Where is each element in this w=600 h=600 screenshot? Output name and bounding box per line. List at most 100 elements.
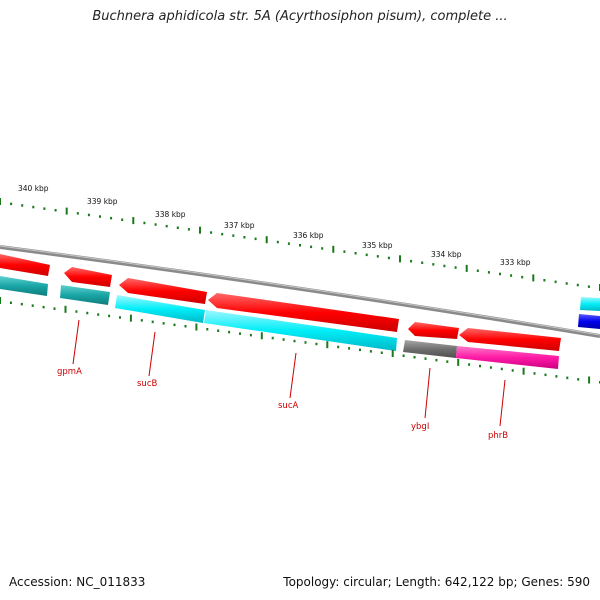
upper-ruler-minor-tick — [121, 218, 124, 221]
genome-summary: Topology: circular; Length: 642,122 bp; … — [283, 575, 590, 589]
ruler-label-339kbp: 339 kbp — [87, 197, 118, 206]
lower-ruler-minor-tick — [479, 364, 481, 368]
genome-backbone — [0, 245, 600, 338]
upper-ruler-minor-tick — [10, 202, 13, 206]
ruler-label-338kbp: 338 kbp — [155, 210, 186, 219]
upper-ruler-minor-tick — [21, 204, 24, 207]
lower-ruler-minor-tick — [228, 330, 231, 334]
gene-label-sucA[interactable]: sucA — [278, 401, 298, 411]
upper-ruler-minor-tick — [521, 275, 524, 279]
gene-label-gpmA[interactable]: gpmA — [57, 367, 82, 377]
lower-ruler-minor-tick — [271, 336, 274, 340]
lower-ruler-minor-tick — [217, 329, 220, 332]
feature-teal-0[interactable] — [0, 276, 48, 296]
lower-ruler-minor-tick — [511, 369, 514, 372]
feature-gray-0[interactable] — [403, 340, 457, 358]
lower-ruler-minor-tick — [86, 311, 89, 315]
lower-ruler-minor-tick — [424, 357, 427, 360]
lower-ruler-minor-tick — [315, 342, 318, 346]
lower-ruler-minor-tick — [293, 339, 296, 343]
upper-ruler-minor-tick — [299, 244, 301, 247]
upper-ruler-minor-tick — [221, 232, 224, 236]
map-title: Buchnera aphidicola str. 5A (Acyrthosiph… — [92, 9, 508, 24]
lower-ruler-major-tick — [457, 358, 460, 366]
lower-ruler-minor-tick — [413, 356, 416, 359]
upper-ruler-minor-tick — [454, 266, 457, 269]
gene-label-sucB[interactable]: sucB — [137, 379, 157, 389]
upper-ruler-minor-tick — [110, 216, 113, 220]
lower-ruler-minor-tick — [9, 301, 12, 304]
upper-ruler-major-tick — [0, 198, 1, 205]
gene-leader-sucA — [289, 352, 297, 399]
gene-label-phrB[interactable]: phrB — [488, 431, 508, 441]
upper-ruler-minor-tick — [343, 250, 346, 253]
ruler-label-337kbp: 337 kbp — [224, 221, 255, 230]
lower-ruler-minor-tick — [348, 347, 351, 350]
lower-ruler-major-tick — [260, 332, 263, 340]
lower-ruler-minor-tick — [566, 376, 569, 380]
feature-blue-0[interactable] — [578, 314, 600, 329]
lower-ruler-major-tick — [391, 350, 394, 357]
lower-ruler-track — [0, 297, 600, 384]
lower-ruler-minor-tick — [500, 367, 503, 371]
upper-ruler-minor-tick — [487, 271, 490, 274]
feature-cyan-0[interactable] — [115, 295, 205, 323]
ruler-label-334kbp: 334 kbp — [431, 250, 462, 259]
gene-feature-red-3[interactable] — [208, 293, 399, 332]
gene-feature-red-5[interactable] — [459, 328, 561, 351]
upper-ruler-minor-tick — [154, 223, 157, 226]
gene-leader-ybgI — [424, 367, 431, 419]
ruler-label-340kbp: 340 kbp — [18, 184, 49, 193]
upper-ruler-minor-tick — [176, 226, 179, 229]
upper-ruler-minor-tick — [76, 212, 79, 215]
upper-ruler-minor-tick — [210, 231, 213, 234]
gene-feature-red-0[interactable] — [0, 254, 50, 276]
gene-leader-phrB — [499, 379, 506, 427]
gene-label-ybgI[interactable]: ybgI — [411, 422, 429, 432]
lower-ruler-minor-tick — [97, 313, 100, 316]
upper-ruler-minor-tick — [54, 209, 57, 212]
lower-ruler-minor-tick — [184, 325, 187, 328]
lower-ruler-minor-tick — [577, 378, 580, 381]
upper-ruler-major-tick — [265, 236, 268, 244]
upper-ruler-minor-tick — [187, 228, 190, 231]
upper-ruler-major-tick — [332, 245, 335, 253]
upper-ruler-major-tick — [199, 226, 201, 234]
upper-ruler-minor-tick — [543, 279, 546, 282]
upper-ruler-major-tick — [465, 264, 468, 272]
upper-ruler-minor-tick — [432, 263, 435, 266]
upper-ruler-minor-tick — [165, 224, 168, 228]
upper-ruler-minor-tick — [99, 215, 101, 218]
feature-magenta-0[interactable] — [456, 346, 559, 369]
upper-ruler-minor-tick — [43, 207, 46, 210]
lower-ruler-minor-tick — [468, 363, 471, 366]
upper-ruler-minor-tick — [387, 256, 390, 260]
lower-ruler-minor-tick — [42, 305, 45, 309]
gene-feature-red-4[interactable] — [408, 322, 459, 339]
lower-ruler-minor-tick — [108, 314, 111, 318]
upper-ruler-minor-tick — [476, 269, 479, 272]
lower-ruler-minor-tick — [304, 341, 307, 344]
lower-ruler-minor-tick — [151, 320, 154, 324]
lower-ruler-minor-tick — [555, 375, 558, 378]
lower-ruler-major-tick — [195, 323, 198, 331]
lower-ruler-minor-tick — [446, 360, 449, 363]
lower-ruler-minor-tick — [359, 348, 361, 352]
gene-leader-sucB — [148, 331, 156, 377]
lower-ruler-minor-tick — [20, 302, 23, 306]
upper-ruler-minor-tick — [365, 253, 368, 257]
lower-ruler-major-tick — [129, 314, 132, 322]
feature-teal-1[interactable] — [60, 285, 110, 305]
upper-ruler-minor-tick — [587, 285, 590, 288]
upper-ruler-minor-tick — [576, 283, 579, 287]
upper-ruler-minor-tick — [143, 221, 146, 225]
lower-ruler-minor-tick — [119, 316, 121, 319]
gene-feature-red-2[interactable] — [119, 278, 207, 304]
upper-ruler-minor-tick — [499, 272, 501, 276]
upper-ruler-minor-tick — [510, 274, 513, 277]
feature-cyan-1[interactable] — [204, 310, 397, 351]
gene-feature-red-1[interactable] — [64, 267, 112, 287]
feature-cyan-2[interactable] — [580, 297, 600, 311]
ruler-label-333kbp: 333 kbp — [500, 258, 531, 267]
